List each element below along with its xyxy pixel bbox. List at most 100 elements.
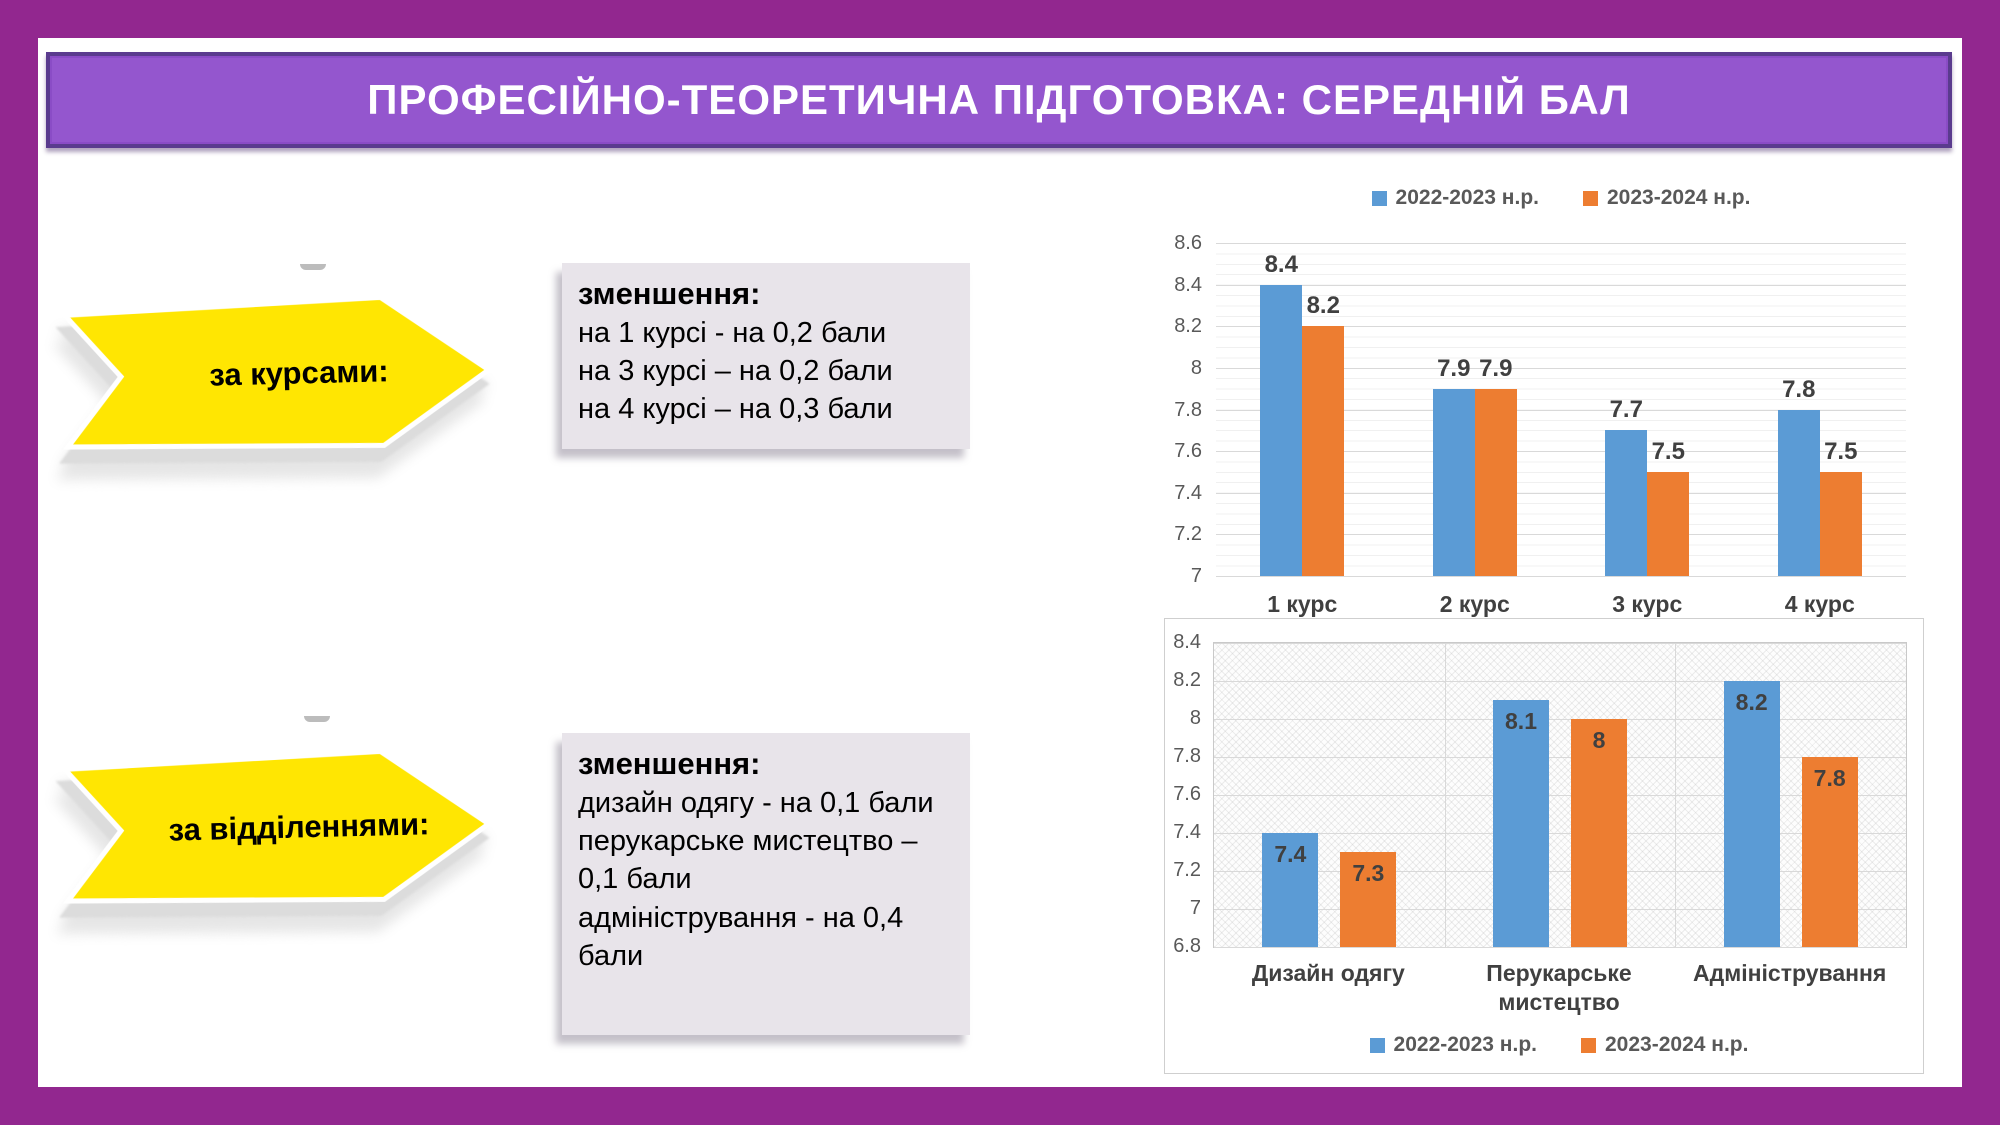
bar: 7.8 [1801,757,1858,947]
legend-label: 2023-2024 н.р. [1607,186,1751,209]
legend: 2022-2023 н.р. 2023-2024 н.р. [1216,186,1906,210]
legend-label: 2022-2023 н.р. [1393,1033,1537,1056]
vertical-gridline [1444,643,1446,947]
note-title: зменшення: [578,746,761,781]
bar-value-label: 7.5 [1651,437,1685,465]
bar-value-label: 7.8 [1813,765,1846,791]
note-title: зменшення: [578,276,761,311]
note-line: перукарське мистецтво – 0,1 бали [578,825,918,896]
note-line: дизайн одягу - на 0,1 бали [578,786,934,819]
gridline [1214,909,1906,910]
arrow-shape-courses: за курсами: [56,293,496,456]
bar-value-label: 7.7 [1609,396,1643,424]
gridline [1216,284,1906,286]
shadow-dash-decoration [304,716,330,722]
gridline [1216,367,1906,369]
legend-item: 2023-2024 н.р. [1583,186,1750,210]
chevron-arrow-icon [59,294,494,450]
bar: 7.9 [1474,355,1517,576]
gridline [1216,326,1906,328]
bar-value-label: 8 [1592,727,1606,753]
bar-value-label: 8.1 [1505,708,1537,734]
gridline [1216,409,1906,411]
y-tick-label: 7.2 [1173,859,1201,881]
category-group: 7.4 7.3 [1214,643,1445,947]
y-tick-label: 7.4 [1173,821,1201,843]
arrow-label-courses: за курсами: [208,353,390,393]
bar-value-label: 7.8 [1782,375,1816,403]
bar: 8 [1571,719,1627,947]
x-category-label: Адміністрування [1693,960,1887,986]
legend: 2022-2023 н.р. 2023-2024 н.р. [1213,1033,1905,1057]
y-tick-label: 8 [1189,707,1201,729]
x-axis-labels: Дизайн одягу Перукарське мистецтво Адмініс… [1213,959,1905,1017]
gridline [1214,681,1906,682]
gridline [1216,492,1906,494]
y-tick-label: 8 [1190,356,1202,379]
category-group: 8.2 7.8 [1675,643,1906,947]
bar-chart-by-department: 7.4 7.3 8.1 8 8.2 7.8 8.4 8.2 8 7.8 7.6 7.4 7.2 7 6.8 Д… [1164,618,1924,1074]
legend-swatch [1581,1037,1596,1053]
bar-value-label: 8.2 [1306,292,1340,320]
y-tick-label: 7 [1189,897,1201,919]
x-category-label: 4 курс [1784,591,1855,617]
bar: 8.2 [1723,681,1780,947]
gridline [1216,243,1906,244]
bar: 7.3 [1340,852,1397,947]
arrow-label-departments: за відділеннями: [168,806,430,848]
y-tick-label: 8.2 [1174,315,1202,338]
legend-swatch [1371,190,1387,206]
x-category-label: Перукарське мистецтво [1486,960,1632,1015]
category-group: 8.1 8 [1445,643,1676,947]
gridline [1214,719,1906,720]
gridline [1214,833,1906,834]
note-line: адміністрування - на 0,4 бали [578,901,904,972]
x-category-label: 2 курс [1439,591,1510,617]
bar: 8.4 [1260,251,1303,576]
plot-area: 8.4 8.2 7.9 7.9 7.7 7.5 7.8 7.5 [1216,243,1906,577]
bar-value-label: 8.2 [1735,689,1768,715]
note-box-courses: зменшення: на 1 курсі - на 0,2 бали на 3… [562,263,970,449]
legend-item: 2023-2024 н.р. [1581,1033,1748,1057]
y-tick-label: 8.4 [1174,273,1202,296]
gridline [1216,576,1906,577]
bar-value-label: 8.4 [1264,250,1298,278]
x-category-label: Дизайн одягу [1251,960,1405,986]
bar: 7.8 [1777,376,1820,576]
gridline [1216,451,1906,453]
gridline [1214,757,1906,758]
category-group: 7.8 7.5 [1734,243,1907,576]
gridline [1214,947,1906,948]
title-banner: ПРОФЕСІЙНО-ТЕОРЕТИЧНА ПІДГОТОВКА: СЕРЕДН… [46,52,1952,148]
bar: 7.9 [1432,355,1475,576]
y-tick-label: 6.8 [1173,935,1201,957]
y-tick-label: 8.2 [1173,669,1201,691]
legend-item: 2022-2023 н.р. [1371,186,1539,210]
gridline [1216,534,1906,536]
bar-value-label: 7.4 [1274,841,1307,867]
note-box-departments: зменшення: дизайн одягу - на 0,1 бали пе… [562,733,970,1035]
bars-region: 8.4 8.2 7.9 7.9 7.7 7.5 7.8 7.5 [1216,243,1906,576]
y-tick-label: 8.4 [1173,631,1201,653]
gridline [1214,871,1906,872]
x-axis-labels: 1 курс 2 курс 3 курс 4 курс [1216,590,1906,619]
note-line: на 1 курсі - на 0,2 бали [578,316,887,349]
vertical-gridline [1675,643,1677,947]
y-tick-label: 7.8 [1173,745,1201,767]
y-tick-label: 7.4 [1174,481,1202,504]
bar: 7.5 [1819,438,1862,576]
legend-label: 2022-2023 н.р. [1395,186,1539,209]
bars-region: 7.4 7.3 8.1 8 8.2 7.8 [1214,643,1906,947]
arrow-shape-departments: за відділеннями: [56,747,496,910]
y-tick-label: 7.6 [1174,440,1202,463]
legend-label: 2023-2024 н.р. [1605,1033,1749,1056]
x-category-label: 1 курс [1267,591,1338,617]
bar: 8.2 [1302,292,1345,576]
bar: 7.5 [1647,438,1690,576]
bar-value-label: 7.3 [1352,860,1385,886]
y-tick-label: 7.2 [1174,523,1202,546]
gridline [1214,795,1906,796]
bar-value-label: 7.9 [1437,354,1471,382]
note-line: на 4 курсі – на 0,3 бали [578,393,893,426]
category-group: 7.7 7.5 [1561,243,1734,576]
